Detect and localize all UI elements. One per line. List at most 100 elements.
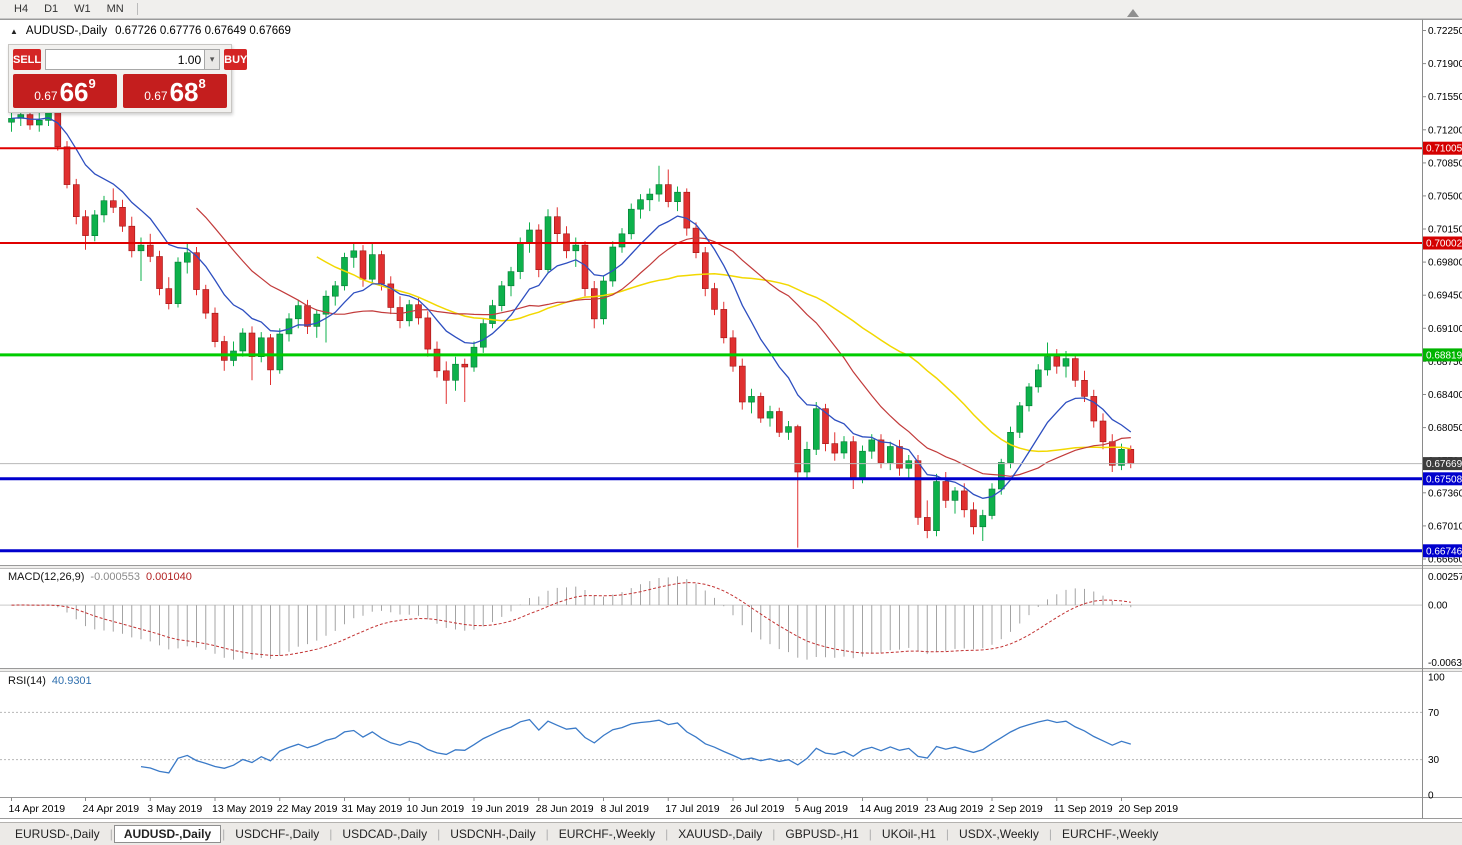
price-badge-0.71005: [1423, 141, 1462, 155]
rsi-indicator-label: RSI(14) 40.9301: [8, 675, 92, 687]
sell-price-prefix: 0.67: [34, 89, 58, 103]
chart-tab-ukoil-h1[interactable]: UKOil-,H1: [881, 827, 936, 841]
svg-text:3 May 2019: 3 May 2019: [147, 803, 202, 815]
chart-tab-gbpusd-h1[interactable]: GBPUSD-,H1: [785, 827, 859, 841]
buy-button[interactable]: BUY: [224, 49, 248, 70]
price-badge-0.68819: [1423, 348, 1462, 362]
chart-tab-eurusd-daily[interactable]: EURUSD-,Daily: [15, 827, 100, 841]
svg-text:17 Jul 2019: 17 Jul 2019: [665, 803, 719, 815]
macd-signal-line: [11, 582, 1131, 657]
svg-text:0.70002: 0.70002: [1426, 239, 1462, 250]
chart-tab-usdcnh-daily[interactable]: USDCNH-,Daily: [450, 827, 536, 841]
svg-text:22 May 2019: 22 May 2019: [277, 803, 338, 815]
timeframe-d1-button[interactable]: D1: [44, 3, 59, 15]
svg-text:14 Apr 2019: 14 Apr 2019: [9, 803, 66, 815]
time-scale[interactable]: 14 Apr 2019 24 Apr 2019 3 May 2019 13 May 2…: [9, 797, 1179, 816]
tab-separator: |: [545, 827, 549, 841]
volume-field: ▾: [45, 49, 221, 70]
svg-text:0.70500: 0.70500: [1428, 191, 1462, 202]
svg-text:13 May 2019: 13 May 2019: [212, 803, 273, 815]
panel-divider[interactable]: [0, 668, 1462, 672]
tab-separator: |: [1048, 827, 1052, 841]
ma-mid-line: [196, 207, 1131, 477]
svg-text:0.69800: 0.69800: [1428, 258, 1462, 269]
tab-separator: |: [329, 827, 333, 841]
svg-text:28 Jun 2019: 28 Jun 2019: [536, 803, 594, 815]
svg-text:30: 30: [1428, 755, 1440, 766]
chart-tab-xauusd-daily[interactable]: XAUUSD-,Daily: [678, 827, 763, 841]
svg-text:26 Jul 2019: 26 Jul 2019: [730, 803, 784, 815]
price-badge-0.67508: [1423, 472, 1462, 486]
rsi-value: 40.9301: [51, 675, 92, 687]
chart-background: [0, 19, 1462, 819]
svg-text:0.69100: 0.69100: [1428, 324, 1462, 335]
svg-text:0.002574: 0.002574: [1428, 572, 1462, 583]
chart-tab-usdchf-daily[interactable]: USDCHF-,Daily: [235, 827, 320, 841]
macd-signal-value: 0.001040: [145, 571, 192, 583]
chart-ohlc-values: 0.67726 0.67776 0.67649 0.67669: [115, 25, 291, 37]
svg-text:0.68819: 0.68819: [1426, 350, 1462, 361]
svg-text:0.66746: 0.66746: [1426, 546, 1462, 557]
svg-text:0.67010: 0.67010: [1428, 521, 1462, 532]
svg-text:2 Sep 2019: 2 Sep 2019: [989, 803, 1043, 815]
macd-histogram: [20, 576, 1132, 660]
one-click-trading-panel: SELL ▾ BUY 0.67 66 9 0.67 68 8: [8, 44, 248, 113]
chart-shift-icon[interactable]: [1127, 9, 1139, 17]
tab-separator: |: [222, 827, 226, 841]
sell-price-button[interactable]: 0.67 66 9: [13, 74, 117, 108]
one-click-panel-toggle-icon[interactable]: ▲: [10, 26, 18, 36]
svg-text:24 Apr 2019: 24 Apr 2019: [83, 803, 140, 815]
chart-tab-eurchf-weekly[interactable]: EURCHF-,Weekly: [1061, 827, 1159, 841]
svg-text:0.71900: 0.71900: [1428, 59, 1462, 70]
chart-tab-usdx-weekly[interactable]: USDX-,Weekly: [959, 827, 1039, 841]
svg-text:0.71005: 0.71005: [1426, 144, 1462, 155]
svg-text:23 Aug 2019: 23 Aug 2019: [924, 803, 983, 815]
svg-text:31 May 2019: 31 May 2019: [342, 803, 403, 815]
rsi-line: [140, 718, 1131, 774]
svg-text:0.70850: 0.70850: [1428, 158, 1462, 169]
svg-text:0.68750: 0.68750: [1428, 357, 1462, 368]
svg-text:100: 100: [1428, 673, 1445, 684]
buy-price-button[interactable]: 0.67 68 8: [123, 74, 227, 108]
tab-separator: |: [109, 827, 113, 841]
chart-tab-usdcad-daily[interactable]: USDCAD-,Daily: [342, 827, 428, 841]
price-badge-0.67669: [1423, 457, 1462, 471]
svg-text:10 Jun 2019: 10 Jun 2019: [406, 803, 464, 815]
sell-price-pip: 9: [88, 76, 96, 91]
timeframe-toolbar: H4 D1 W1 MN: [0, 0, 1462, 19]
svg-text:0.68050: 0.68050: [1428, 423, 1462, 434]
tab-separator: |: [665, 827, 669, 841]
timeframe-h4-button[interactable]: H4: [14, 3, 29, 15]
svg-text:8 Jul 2019: 8 Jul 2019: [601, 803, 650, 815]
timeframe-w1-button[interactable]: W1: [74, 3, 91, 15]
price-scale[interactable]: 0.72250 0.71900 0.71550 0.71200 0.70850 0.705…: [1422, 19, 1462, 819]
svg-text:0.67360: 0.67360: [1428, 488, 1462, 499]
chart-symbol-label: AUDUSD-,Daily: [25, 25, 108, 37]
buy-price-main: 68: [169, 77, 199, 108]
svg-text:0.71200: 0.71200: [1428, 125, 1462, 136]
svg-text:0.71550: 0.71550: [1428, 92, 1462, 103]
macd-main-value: -0.000553: [90, 571, 140, 583]
macd-name: MACD(12,26,9): [8, 571, 85, 583]
svg-text:0.72250: 0.72250: [1428, 26, 1462, 37]
svg-text:0.68400: 0.68400: [1428, 390, 1462, 401]
volume-input[interactable]: [46, 50, 205, 69]
chart-tab-eurchf-weekly[interactable]: EURCHF-,Weekly: [558, 827, 656, 841]
panel-divider[interactable]: [0, 565, 1462, 569]
chart-tab-audusd-daily[interactable]: AUDUSD-,Daily: [113, 825, 222, 843]
volume-dropdown-icon[interactable]: ▾: [204, 50, 220, 69]
svg-text:19 Jun 2019: 19 Jun 2019: [471, 803, 529, 815]
svg-text:14 Aug 2019: 14 Aug 2019: [860, 803, 919, 815]
timeframe-mn-button[interactable]: MN: [106, 3, 124, 15]
rsi-name: RSI(14): [8, 675, 46, 687]
svg-text:0.69450: 0.69450: [1428, 291, 1462, 302]
svg-text:70: 70: [1428, 708, 1440, 719]
buy-price-prefix: 0.67: [144, 89, 168, 103]
svg-text:11 Sep 2019: 11 Sep 2019: [1054, 803, 1113, 815]
ma-slow-line: [316, 256, 1131, 453]
macd-indicator-label: MACD(12,26,9) -0.000553 0.001040: [8, 571, 192, 583]
toolbar-separator: [136, 3, 138, 15]
svg-text:0.00: 0.00: [1428, 601, 1448, 612]
sell-button[interactable]: SELL: [13, 49, 42, 70]
tab-separator: |: [945, 827, 950, 841]
